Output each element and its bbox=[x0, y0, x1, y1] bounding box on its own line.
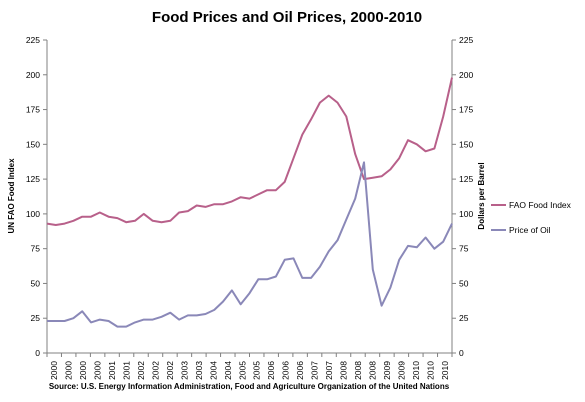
x-tick-label: 2008 bbox=[353, 361, 363, 380]
x-tick-label: 2008 bbox=[367, 361, 377, 380]
left-y-tick-label: 125 bbox=[26, 174, 40, 184]
left-y-tick-label: 175 bbox=[26, 105, 40, 115]
x-tick-label: 2000 bbox=[49, 361, 59, 380]
right-y-tick-label: 100 bbox=[459, 209, 473, 219]
left-y-tick-label: 25 bbox=[31, 313, 41, 323]
chart-title: Food Prices and Oil Prices, 2000-2010 bbox=[152, 9, 422, 26]
right-y-tick-label: 25 bbox=[459, 313, 469, 323]
x-tick-label: 2006 bbox=[281, 361, 291, 380]
x-tick-label: 2009 bbox=[382, 361, 392, 380]
right-y-tick-label: 150 bbox=[459, 139, 473, 149]
left-y-tick-label: 50 bbox=[31, 278, 41, 288]
legend-label: FAO Food Index bbox=[509, 200, 572, 210]
right-y-tick-labels: 0 25 50 75 100 125 150 175 200 225 bbox=[452, 35, 473, 358]
x-tick-label: 2008 bbox=[339, 361, 349, 380]
x-tick-label: 2009 bbox=[396, 361, 406, 380]
left-axis-label: UN FAO Food Index bbox=[7, 158, 16, 234]
x-tick-label: 2000 bbox=[93, 361, 103, 380]
x-tick-label: 2010 bbox=[440, 361, 450, 380]
left-y-tick-label: 200 bbox=[26, 70, 40, 80]
right-y-tick-label: 200 bbox=[459, 70, 473, 80]
series-layer bbox=[46, 77, 453, 328]
x-tick-label: 2007 bbox=[324, 361, 334, 380]
x-tick-label: 2006 bbox=[266, 361, 276, 380]
left-y-tick-label: 225 bbox=[26, 35, 40, 45]
left-y-tick-label: 100 bbox=[26, 209, 40, 219]
x-tick-label: 2003 bbox=[194, 361, 204, 380]
series-line-price-of-oil bbox=[47, 161, 453, 328]
x-tick-label: 2002 bbox=[136, 361, 146, 380]
x-tick-label: 2000 bbox=[64, 361, 74, 380]
right-y-tick-label: 125 bbox=[459, 174, 473, 184]
legend-label: Price of Oil bbox=[509, 225, 551, 235]
left-y-tick-label: 150 bbox=[26, 139, 40, 149]
x-tick-label: 2004 bbox=[208, 361, 218, 380]
x-tick-label: 2010 bbox=[411, 361, 421, 380]
x-tick-label: 2004 bbox=[223, 361, 233, 380]
x-tick-label: 2005 bbox=[252, 361, 262, 380]
x-tick-label: 2000 bbox=[78, 361, 88, 380]
right-axis-label: Dollars per Barrel bbox=[477, 162, 486, 229]
x-tick-labels: 2000 2000 2000 2000 2001 2001 2002 2002 2002 2003… bbox=[46, 353, 453, 380]
x-tick-label: 2007 bbox=[310, 361, 320, 380]
series-line-fao-food-index bbox=[46, 77, 453, 226]
right-y-tick-label: 0 bbox=[459, 348, 464, 358]
right-y-tick-label: 225 bbox=[459, 35, 473, 45]
source-note: Source: U.S. Energy Information Administ… bbox=[49, 382, 450, 391]
x-tick-label: 2010 bbox=[425, 361, 435, 380]
left-y-tick-labels: 0 25 50 75 100 125 150 175 200 225 bbox=[26, 35, 47, 358]
left-y-tick-label: 0 bbox=[35, 348, 40, 358]
right-y-tick-label: 50 bbox=[459, 278, 469, 288]
legend: FAO Food Index Price of Oil bbox=[491, 200, 572, 235]
x-tick-label: 2001 bbox=[107, 361, 117, 380]
right-y-tick-label: 75 bbox=[459, 244, 469, 254]
right-y-tick-label: 175 bbox=[459, 105, 473, 115]
x-tick-label: 2002 bbox=[150, 361, 160, 380]
x-tick-label: 2003 bbox=[179, 361, 189, 380]
plot-frame bbox=[46, 40, 453, 354]
x-tick-label: 2005 bbox=[237, 361, 247, 380]
x-tick-label: 2001 bbox=[122, 361, 132, 380]
left-y-tick-label: 75 bbox=[31, 244, 41, 254]
x-tick-label: 2006 bbox=[295, 361, 305, 380]
x-tick-label: 2002 bbox=[165, 361, 175, 380]
